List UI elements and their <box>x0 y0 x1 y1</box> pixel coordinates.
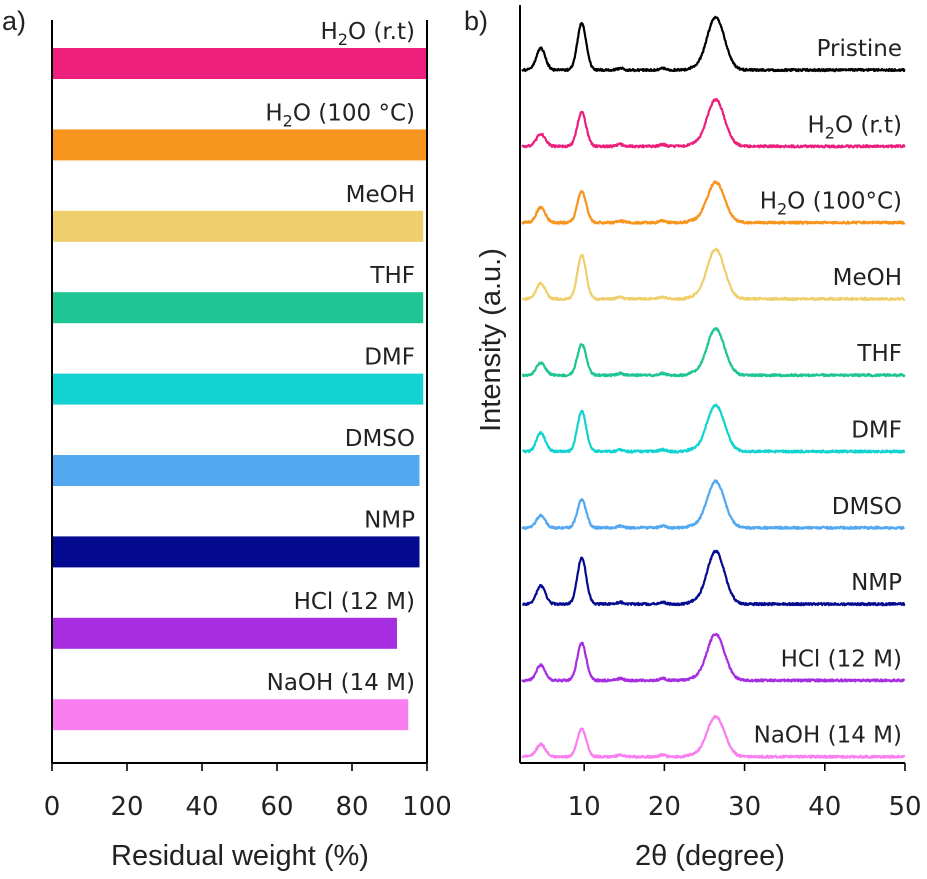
xrd-pattern-line <box>521 714 906 759</box>
x-tick-label: 100 <box>402 792 452 822</box>
bar <box>53 292 424 324</box>
xrd-pattern-line <box>521 15 906 73</box>
x-tick-label: 30 <box>728 792 761 822</box>
x-tick-label: 50 <box>888 792 921 822</box>
bar-category-label: DMSO <box>345 426 415 452</box>
xrd-pattern-line <box>521 247 906 302</box>
x-tick-label: 0 <box>44 792 61 822</box>
bar <box>53 455 420 486</box>
xrd-pattern-line <box>521 180 906 225</box>
bar <box>53 536 420 568</box>
xrd-pattern-line <box>521 403 906 454</box>
bar-category-label: HCl (12 M) <box>294 589 415 615</box>
panel-a-bar-chart: a) H2O (r.t) H2O (100 °C) MeOH THF DMF DMSO NM… <box>2 6 452 872</box>
series-label: HCl (12 M) <box>781 646 902 672</box>
x-tick-label: 20 <box>648 792 681 822</box>
xrd-pattern-line <box>521 549 906 607</box>
series-label: DMSO <box>832 494 902 520</box>
x-tick-label: 40 <box>808 792 841 822</box>
bar <box>53 373 424 405</box>
bar-category-label: H2O (r.t) <box>320 19 415 49</box>
series-label: Pristine <box>817 36 902 62</box>
x-tick-label: 40 <box>185 792 218 822</box>
bar <box>53 699 409 731</box>
panel-b-y-axis-title: Intensity (a.u.) <box>475 248 507 432</box>
bar-category-label: NaOH (14 M) <box>267 670 415 696</box>
bar-category-label: MeOH <box>346 182 415 208</box>
series-label: NaOH (14 M) <box>754 723 902 749</box>
series-label: MeOH <box>833 265 902 291</box>
bar <box>53 617 397 649</box>
x-tick-label: 10 <box>568 792 601 822</box>
bar <box>53 210 424 242</box>
bar-category-label: H2O (100 °C) <box>265 100 415 130</box>
bar <box>53 129 427 161</box>
panel-b-line-chart: b) Pristine H2O (r.t) H2O (100°C) MeOH THF DM… <box>464 5 922 872</box>
panel-a-label: a) <box>2 6 26 36</box>
series-label: NMP <box>851 570 902 596</box>
xrd-pattern-line <box>521 327 906 378</box>
bar-category-label: THF <box>369 263 415 289</box>
xrd-pattern-line <box>521 479 906 530</box>
panel-a-x-axis-title: Residual weight (%) <box>111 840 369 872</box>
bar <box>53 48 427 79</box>
x-tick-label: 20 <box>110 792 143 822</box>
xrd-pattern-line <box>521 632 906 683</box>
x-tick-label: 80 <box>335 792 368 822</box>
bar-category-label: NMP <box>364 507 415 533</box>
panel-b-label: b) <box>464 6 488 36</box>
x-tick-label: 60 <box>260 792 293 822</box>
bar-category-label: DMF <box>364 345 415 371</box>
series-label: H2O (r.t) <box>807 112 902 142</box>
series-label: DMF <box>851 418 902 444</box>
series-label: H2O (100°C) <box>760 189 902 219</box>
series-label: THF <box>856 341 902 367</box>
panel-b-x-axis-title: 2θ (degree) <box>635 840 785 872</box>
xrd-pattern-line <box>521 98 906 149</box>
